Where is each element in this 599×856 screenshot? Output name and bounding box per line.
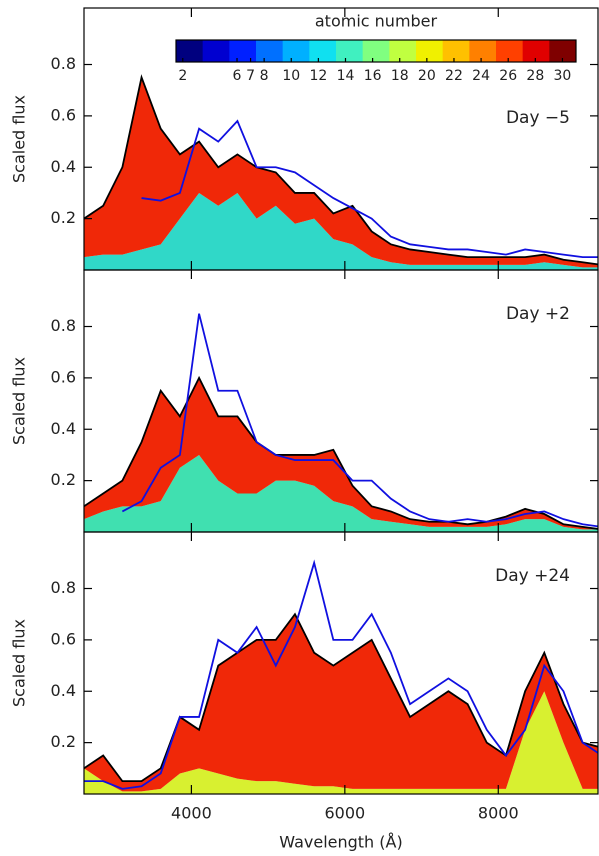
annotation: Day +2: [506, 304, 570, 324]
y-axis-label: Scaled flux: [10, 95, 29, 183]
colorbar-cell: [416, 40, 444, 62]
colorbar-tick-label: 16: [364, 68, 382, 84]
colorbar-tick-label: 6: [233, 68, 242, 84]
colorbar-tick-label: 24: [472, 68, 490, 84]
colorbar-cell: [469, 40, 497, 62]
y-tick-label: 0.2: [51, 470, 76, 489]
colorbar-cell: [229, 40, 257, 62]
colorbar-tick-label: 28: [526, 68, 544, 84]
colorbar-cell: [362, 40, 390, 62]
spectrum-line: [84, 74, 598, 266]
colorbar-tick-label: 7: [246, 68, 255, 84]
colorbar-cell: [442, 40, 470, 62]
annotation: Day +24: [495, 566, 570, 586]
y-tick-label: 0.4: [51, 419, 76, 438]
y-tick-label: 0.2: [51, 208, 76, 227]
colorbar-cell: [176, 40, 204, 62]
axes-frame: [83, 531, 599, 795]
plot-area: [84, 74, 598, 270]
colorbar-cell: [496, 40, 524, 62]
colorbar-tick-label: 30: [554, 68, 572, 84]
colorbar-cell: [336, 40, 364, 62]
colorbar-cell: [202, 40, 230, 62]
colorbar-cell: [282, 40, 310, 62]
colorbar-tick-label: 2: [178, 68, 187, 84]
spectrum-line: [84, 375, 598, 530]
colorbar-cell: [256, 40, 284, 62]
x-axis-label: Wavelength (Å): [279, 833, 402, 852]
y-tick-label: 0.8: [51, 316, 76, 335]
plot-area: [84, 559, 598, 794]
y-tick-label: 0.4: [51, 157, 76, 176]
colorbar-tick-label: 26: [499, 68, 517, 84]
y-tick-label: 0.6: [51, 629, 76, 648]
colorbar-tick-label: 10: [282, 68, 300, 84]
element-area: [84, 454, 598, 532]
x-tick-label: 4000: [171, 804, 212, 823]
element-area: [84, 77, 598, 268]
y-tick-label: 0.6: [51, 367, 76, 386]
colorbar-label: atomic number: [315, 12, 438, 31]
y-tick-label: 0.4: [51, 681, 76, 700]
y-tick-label: 0.2: [51, 732, 76, 751]
y-axis-label: Scaled flux: [10, 357, 29, 445]
spectrum-line: [84, 559, 598, 790]
x-tick-label: 6000: [324, 804, 365, 823]
colorbar-cell: [309, 40, 337, 62]
colorbar-tick-label: 14: [337, 68, 355, 84]
colorbar-tick-label: 12: [309, 68, 327, 84]
colorbar-tick-label: 8: [260, 68, 269, 84]
colorbar-tick-label: 18: [391, 68, 409, 84]
y-axis-label: Scaled flux: [10, 619, 29, 707]
spectrum-line: [121, 313, 598, 528]
y-tick-label: 0.8: [51, 54, 76, 73]
colorbar-tick-label: 22: [445, 68, 463, 84]
colorbar-cell: [549, 40, 577, 62]
element-area: [84, 614, 598, 792]
element-area: [84, 192, 598, 270]
plot-area: [84, 313, 598, 532]
annotation: Day −5: [506, 108, 570, 128]
element-area: [84, 691, 598, 794]
colorbar-cell: [522, 40, 550, 62]
colorbar-frame: [175, 39, 577, 63]
y-tick-label: 0.6: [51, 105, 76, 124]
y-tick-label: 0.8: [51, 578, 76, 597]
x-tick-label: 8000: [478, 804, 519, 823]
colorbar-cell: [389, 40, 417, 62]
colorbar-tick-label: 20: [418, 68, 436, 84]
spectrum-line: [141, 119, 598, 259]
element-area: [84, 377, 598, 530]
